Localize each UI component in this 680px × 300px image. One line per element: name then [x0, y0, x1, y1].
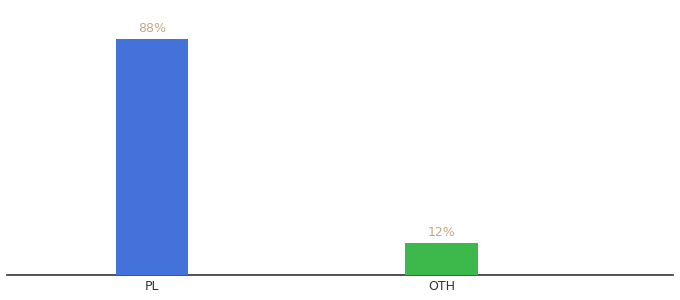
Text: 12%: 12% [428, 226, 455, 239]
Bar [405, 243, 477, 275]
Bar [116, 39, 188, 275]
Text: 88%: 88% [138, 22, 166, 35]
